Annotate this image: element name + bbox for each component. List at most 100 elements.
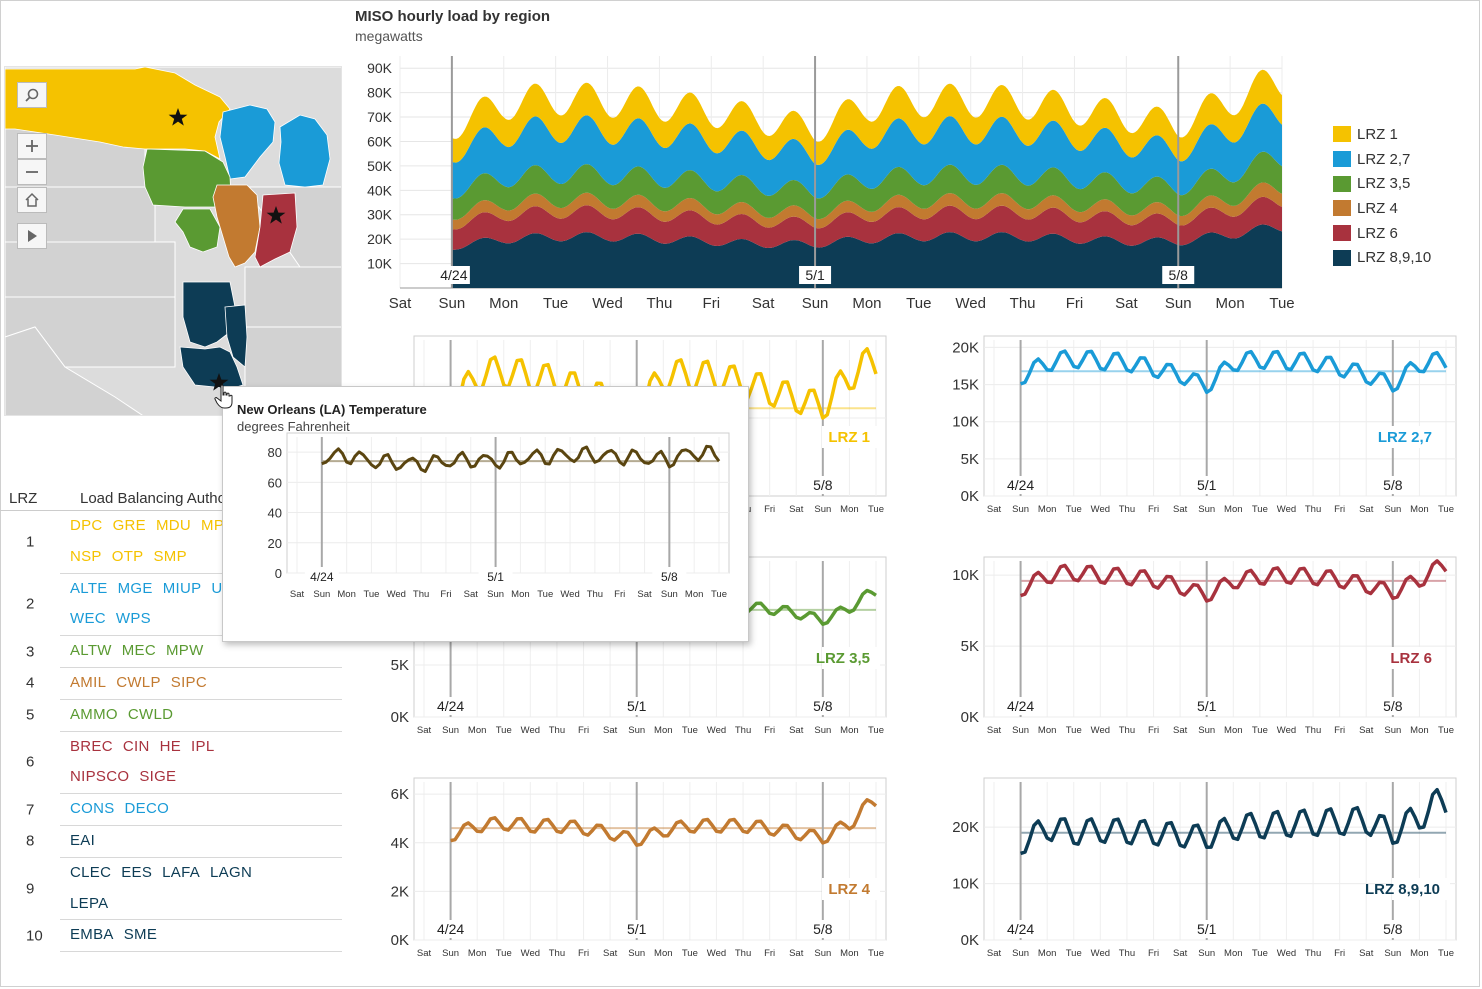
map-zoom-in-button[interactable] xyxy=(17,133,47,159)
lba-line: WEC WPS xyxy=(60,604,342,635)
x-tick-label: Mon xyxy=(654,725,672,736)
table-row[interactable]: 7 CONS DECO xyxy=(26,794,342,826)
x-tick-label: Mon xyxy=(1410,948,1428,959)
x-tick-label: Sat xyxy=(1173,725,1188,736)
tooltip-temperature-chart: 80 60 40 20 0 Sat Sun Mon Tue Wed Thu Fri Sat Sun Mon T… xyxy=(268,432,730,600)
lrz-number: 6 xyxy=(26,753,35,771)
x-tick-label: Fri xyxy=(703,295,721,312)
x-tick-label: Thu xyxy=(1305,725,1321,736)
x-tick-label: Wed xyxy=(560,589,579,600)
small-chart-lrz-2-7[interactable]: 20K 15K 10K 5K 0K Sat Sun Mon Tue Wed Thu Fri Sat Sun… xyxy=(930,332,1480,522)
date-marker-bg xyxy=(1189,476,1224,494)
small-chart-lrz-8-9-10[interactable]: 20K 10K 0K Sat Sun Mon Tue Wed Thu Fri Sat Sun Mon Tu… xyxy=(930,774,1480,974)
legend-label: LRZ 1 xyxy=(1357,125,1398,143)
y-tick-label: 20K xyxy=(952,339,979,356)
x-tick-label: Wed xyxy=(1277,948,1296,959)
x-tick-label: Sun xyxy=(814,725,831,736)
lba-code: LAFA xyxy=(162,863,201,881)
area-series-lrz-4 xyxy=(451,182,1283,230)
date-marker-label: 5/8 xyxy=(1169,267,1189,283)
y-tick-label: 5K xyxy=(961,451,979,468)
small-chart-lrz-4[interactable]: 6K 4K 2K 0K Sat Sun Mon Tue Wed Thu Fri Sat Sun Mon Tu… xyxy=(360,774,910,974)
lba-code: MIUP xyxy=(162,579,202,597)
x-tick-label: Mon xyxy=(489,295,518,312)
y-tick-label: 70K xyxy=(367,109,393,125)
series-label-bg xyxy=(1384,426,1442,448)
table-row[interactable]: 9 CLEC EES LAFA LAGN LEPA xyxy=(26,858,342,921)
x-tick-label: Sat xyxy=(789,504,804,515)
y-tick-label: 40 xyxy=(268,506,282,521)
lba-code: EAI xyxy=(70,831,96,849)
x-tick-label: Mon xyxy=(1038,948,1056,959)
map-lrz-regions xyxy=(5,67,331,390)
small-chart-lrz-6[interactable]: 10K 5K 0K Sat Sun Mon Tue Wed Thu Fri Sat Sun Mon Tue… xyxy=(930,553,1480,743)
legend-item[interactable]: LRZ 1 xyxy=(1333,122,1431,147)
date-marker-bg xyxy=(805,476,840,494)
series-label: LRZ 1 xyxy=(828,429,870,446)
y-tick-label: 90K xyxy=(367,60,393,76)
x-tick-label: Fri xyxy=(1066,295,1084,312)
date-marker-bg xyxy=(1375,697,1410,715)
legend-item[interactable]: LRZ 4 xyxy=(1333,196,1431,221)
date-marker-bg xyxy=(652,567,687,585)
lba-code: SMP xyxy=(153,547,187,565)
x-tick-label: Mon xyxy=(1224,948,1242,959)
y-tick-label: 10K xyxy=(367,256,393,272)
x-tick-label: Fri xyxy=(614,589,625,600)
x-tick-label: Mon xyxy=(1410,504,1428,515)
legend-item[interactable]: LRZ 8,9,10 xyxy=(1333,245,1431,270)
x-tick-label: Sun xyxy=(439,295,466,312)
table-row[interactable]: 10 EMBA SME xyxy=(26,920,342,953)
map-play-button[interactable] xyxy=(17,223,47,249)
x-tick-label: Thu xyxy=(735,725,751,736)
y-tick-label: 0K xyxy=(961,709,979,726)
area-series-lrz-8-9-10 xyxy=(451,224,1283,288)
table-header: LRZ Load Balancing Authority xyxy=(0,484,342,511)
x-tick-label: Tue xyxy=(496,725,512,736)
table-row[interactable]: 1 DPC GRE MDU MP NSP OTP SMP xyxy=(26,511,342,574)
chart-legend: LRZ 1 LRZ 2,7 LRZ 3,5 LRZ 4 LRZ 6 LRZ 8,9,10 xyxy=(1333,122,1431,270)
lba-code: SME xyxy=(123,926,158,944)
region-map[interactable] xyxy=(4,66,342,416)
lrz-8-region xyxy=(182,281,236,348)
y-tick-label: 20K xyxy=(952,819,979,836)
x-tick-label: Mon xyxy=(468,725,486,736)
legend-item[interactable]: LRZ 2,7 xyxy=(1333,147,1431,172)
x-tick-label: Sun xyxy=(487,589,504,600)
map-search-button[interactable] xyxy=(17,82,47,108)
date-marker-bg xyxy=(805,697,840,715)
y-tick-label: 2K xyxy=(391,883,409,900)
map-zoom-out-button[interactable] xyxy=(17,159,47,185)
legend-label: LRZ 3,5 xyxy=(1357,175,1411,193)
map-home-button[interactable] xyxy=(17,187,47,213)
x-tick-label: Mon xyxy=(337,589,355,600)
table-row[interactable]: 4 AMIL CWLP SIPC xyxy=(26,668,342,700)
x-tick-label: Thu xyxy=(1119,504,1135,515)
table-row[interactable]: 3 ALTW MEC MPW xyxy=(26,636,342,668)
main-chart-subtitle: megawatts xyxy=(355,28,423,44)
legend-item[interactable]: LRZ 6 xyxy=(1333,221,1431,246)
lba-code: CIN xyxy=(122,737,150,755)
x-tick-label: Wed xyxy=(592,295,623,312)
map-city-markers[interactable] xyxy=(168,108,286,391)
main-stacked-area-chart[interactable]: 90K 80K 70K 60K 50K 40K 30K 20K 10K Sat Sun Mon Tue W… xyxy=(350,48,1330,320)
lba-line: CLEC EES LAFA LAGN xyxy=(60,858,342,889)
x-tick-label: Sun xyxy=(1012,725,1029,736)
lba-line: AMIL CWLP SIPC xyxy=(60,668,342,699)
home-icon xyxy=(25,192,39,207)
table-row[interactable]: 8 EAI xyxy=(26,826,342,858)
legend-item[interactable]: LRZ 3,5 xyxy=(1333,171,1431,196)
x-tick-label: Sun xyxy=(1198,948,1215,959)
y-tick-label: 40K xyxy=(367,182,393,198)
series-label-bg xyxy=(822,878,880,900)
main-chart-title: MISO hourly load by region xyxy=(355,8,551,25)
star-marker-indianapolis xyxy=(266,206,286,224)
lrz-1-region xyxy=(5,67,231,160)
lba-code: WEC xyxy=(70,610,106,628)
y-tick-label: 0 xyxy=(275,566,282,581)
table-row[interactable]: 6 BREC CIN HE IPL NIPSCO SIGE xyxy=(26,732,342,795)
table-row[interactable]: 5 AMMO CWLD xyxy=(26,700,342,732)
lba-code: HE xyxy=(159,737,182,755)
map-canvas[interactable] xyxy=(5,67,342,416)
lba-code: EMBA xyxy=(70,926,114,944)
